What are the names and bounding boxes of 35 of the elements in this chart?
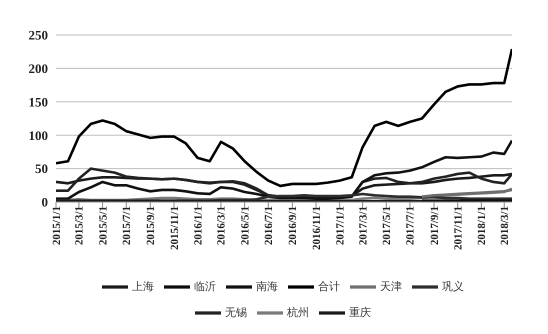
x-tick-label: 2015/7/1 <box>121 206 134 246</box>
legend-label: 杭州 <box>287 306 309 320</box>
legend-label: 南海 <box>256 280 278 294</box>
x-tick-label: 2016/5/1 <box>239 206 252 246</box>
y-tick-label: 250 <box>28 28 48 43</box>
x-tick-label: 2018/3/1 <box>499 206 512 246</box>
x-tick-label: 2017/5/1 <box>381 206 394 246</box>
y-tick-label: 100 <box>28 128 48 143</box>
legend-label: 临沂 <box>194 280 216 294</box>
x-tick-label: 2015/3/1 <box>74 206 86 246</box>
legend-label: 重庆 <box>349 306 371 320</box>
legend-label: 无锡 <box>225 306 247 320</box>
x-tick-label: 2017/3/1 <box>357 206 370 246</box>
x-tick-label: 2016/3/1 <box>216 206 228 246</box>
y-tick-label: 50 <box>35 161 48 176</box>
x-tick-label: 2016/9/1 <box>287 206 300 246</box>
x-tick-label: 2017/7/1 <box>404 206 417 246</box>
y-tick-label: 0 <box>42 194 48 210</box>
x-tick-label: 2015/1/1 <box>50 206 63 246</box>
y-tick-label: 150 <box>28 94 48 110</box>
x-tick-label: 2015/9/1 <box>145 206 158 246</box>
x-tick-label: 2017/11/1 <box>452 206 464 250</box>
x-tick-label: 2015/11/1 <box>168 206 181 250</box>
x-tick-label: 2016/7/1 <box>263 206 276 246</box>
legend-label: 合计 <box>318 280 340 294</box>
x-tick-label: 2017/9/1 <box>428 206 441 246</box>
legend-label: 巩义 <box>442 280 464 294</box>
x-tick-label: 2016/11/1 <box>310 206 323 250</box>
x-tick-label: 2015/5/1 <box>97 206 110 246</box>
x-tick-label: 2018/1/1 <box>476 206 488 246</box>
legend-label: 天津 <box>380 280 402 294</box>
y-tick-label: 200 <box>28 61 48 76</box>
legend-label: 上海 <box>132 280 154 294</box>
x-tick-label: 2016/1/1 <box>192 206 204 246</box>
x-tick-label: 2017/1/1 <box>334 206 346 246</box>
